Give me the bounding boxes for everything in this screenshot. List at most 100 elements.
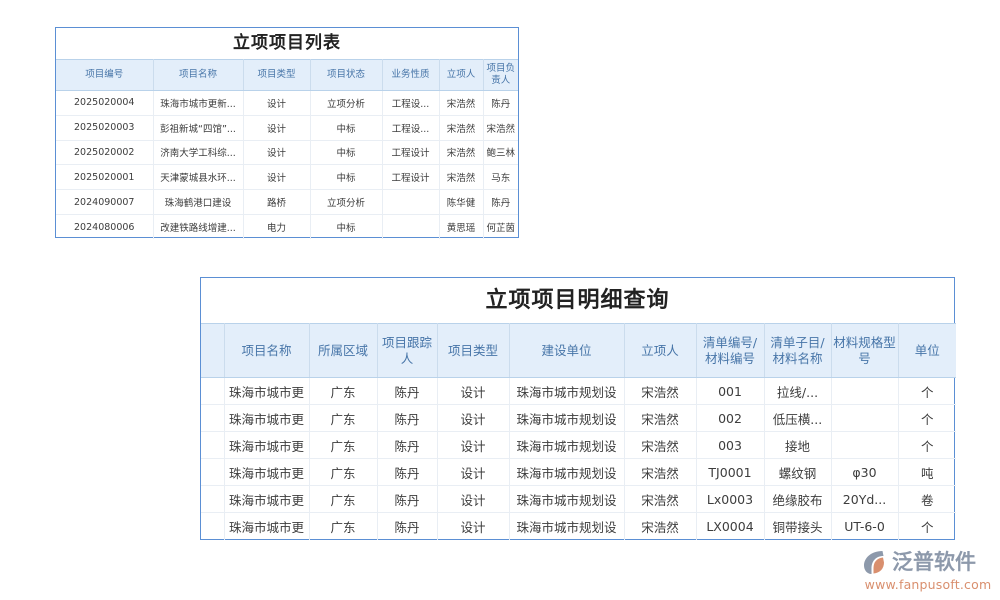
cell-uom: 吨	[898, 458, 956, 486]
col-project-code[interactable]: 项目编号	[56, 59, 154, 91]
cell-project-name[interactable]: 改建铁路线增建...	[153, 214, 244, 240]
cell-uom: 卷	[898, 485, 956, 513]
cell-project-name[interactable]: 珠海市城市更	[224, 431, 310, 459]
cell-construction-unit[interactable]: 珠海市城市规划设	[509, 485, 625, 513]
cell-project-owner[interactable]: 鲍三林	[483, 140, 518, 166]
cell-initiator: 宋浩然	[624, 377, 697, 405]
col-project-name[interactable]: 项目名称	[153, 59, 244, 91]
cell-item-name: 接地	[764, 431, 832, 459]
cell-initiator: 宋浩然	[624, 485, 697, 513]
table-row[interactable]: 2024090007 珠海鹤港口建设 路桥 立项分析 陈华健 陈丹	[56, 189, 518, 215]
col-initiator[interactable]: 立项人	[439, 59, 484, 91]
cell-project-type: 设计	[437, 404, 510, 432]
fanpu-logo-icon	[862, 549, 889, 576]
table-row[interactable]: 珠海市城市更 广东 陈丹 设计 珠海市城市规划设 宋浩然 LX0004 铜带接头…	[201, 512, 956, 540]
project-detail-header-row: 项目名称 所属区域 项目跟踪人 项目类型 建设单位 立项人 清单编号/材料编号 …	[201, 323, 956, 378]
cell-project-type: 设计	[243, 164, 311, 191]
cell-material-spec	[831, 377, 899, 405]
cell-project-type: 电力	[243, 214, 311, 240]
cell-project-code[interactable]: 2024080006	[56, 214, 154, 240]
col-item-code[interactable]: 清单编号/材料编号	[696, 323, 765, 378]
cell-construction-unit[interactable]: 珠海市城市规划设	[509, 458, 625, 486]
col-initiator[interactable]: 立项人	[624, 323, 697, 378]
cell-project-name[interactable]: 珠海市城市更	[224, 458, 310, 486]
cell-item-name: 螺纹钢	[764, 458, 832, 486]
cell-project-name[interactable]: 济南大学工科综...	[153, 140, 244, 166]
project-detail-table: 项目名称 所属区域 项目跟踪人 项目类型 建设单位 立项人 清单编号/材料编号 …	[201, 323, 956, 540]
cell-item-code: 001	[696, 377, 765, 405]
cell-project-status: 立项分析	[310, 189, 383, 215]
table-row[interactable]: 珠海市城市更 广东 陈丹 设计 珠海市城市规划设 宋浩然 Lx0003 绝缘胶布…	[201, 485, 956, 513]
cell-initiator[interactable]: 宋浩然	[439, 140, 484, 166]
cell-project-type: 设计	[437, 485, 510, 513]
cell-initiator: 宋浩然	[624, 431, 697, 459]
cell-initiator: 宋浩然	[624, 404, 697, 432]
cell-business-nature	[382, 214, 440, 240]
cell-uom: 个	[898, 377, 956, 405]
cell-project-name[interactable]: 天津蒙城县水环...	[153, 164, 244, 191]
cell-initiator[interactable]: 宋浩然	[439, 90, 484, 116]
cell-project-status: 中标	[310, 164, 383, 191]
cell-project-code[interactable]: 2025020003	[56, 115, 154, 141]
col-project-status[interactable]: 项目状态	[310, 59, 383, 91]
col-project-tracker[interactable]: 项目跟踪人	[377, 323, 438, 378]
cell-project-code[interactable]: 2025020002	[56, 140, 154, 166]
cell-initiator: 宋浩然	[624, 512, 697, 540]
cell-project-code[interactable]: 2025020001	[56, 164, 154, 191]
col-project-owner[interactable]: 项目负责人	[483, 59, 518, 91]
cell-project-owner[interactable]: 宋浩然	[483, 115, 518, 141]
col-region[interactable]: 所属区域	[309, 323, 378, 378]
table-row[interactable]: 2025020001 天津蒙城县水环... 设计 中标 工程设计 宋浩然 马东	[56, 164, 518, 191]
cell-initiator[interactable]: 陈华健	[439, 189, 484, 215]
cell-project-name[interactable]: 珠海市城市更	[224, 485, 310, 513]
cell-construction-unit[interactable]: 珠海市城市规划设	[509, 431, 625, 459]
table-row[interactable]: 2025020003 彭祖新城“四馆”... 设计 中标 工程设... 宋浩然 …	[56, 115, 518, 141]
cell-project-name[interactable]: 珠海市城市更	[224, 404, 310, 432]
cell-initiator[interactable]: 宋浩然	[439, 164, 484, 191]
cell-material-spec	[831, 404, 899, 432]
brand-name: 泛普软件	[892, 549, 976, 574]
col-item-name[interactable]: 清单子目/材料名称	[764, 323, 832, 378]
col-material-spec[interactable]: 材料规格型号	[831, 323, 899, 378]
cell-project-status: 中标	[310, 214, 383, 240]
col-project-type[interactable]: 项目类型	[243, 59, 311, 91]
cell-construction-unit[interactable]: 珠海市城市规划设	[509, 404, 625, 432]
table-row[interactable]: 2025020004 珠海市城市更新... 设计 立项分析 工程设... 宋浩然…	[56, 90, 518, 116]
col-construction-unit[interactable]: 建设单位	[509, 323, 625, 378]
cell-project-owner[interactable]: 陈丹	[483, 189, 518, 215]
brand-watermark: 泛普软件 www.fanpusoft.com	[862, 548, 994, 594]
cell-row-marker	[201, 431, 225, 459]
table-row[interactable]: 珠海市城市更 广东 陈丹 设计 珠海市城市规划设 宋浩然 003 接地 个	[201, 431, 956, 459]
cell-project-name[interactable]: 彭祖新城“四馆”...	[153, 115, 244, 141]
col-business-nature[interactable]: 业务性质	[382, 59, 440, 91]
table-row[interactable]: 2024080006 改建铁路线增建... 电力 中标 黄思瑶 何芷茵	[56, 214, 518, 240]
cell-project-tracker: 陈丹	[377, 404, 438, 432]
cell-project-code[interactable]: 2024090007	[56, 189, 154, 215]
cell-project-code[interactable]: 2025020004	[56, 90, 154, 116]
cell-business-nature: 工程设计	[382, 140, 440, 166]
table-row[interactable]: 2025020002 济南大学工科综... 设计 中标 工程设计 宋浩然 鲍三林	[56, 140, 518, 166]
cell-project-name[interactable]: 珠海市城市更	[224, 377, 310, 405]
cell-business-nature	[382, 189, 440, 215]
cell-construction-unit[interactable]: 珠海市城市规划设	[509, 512, 625, 540]
cell-item-name: 绝缘胶布	[764, 485, 832, 513]
cell-project-name[interactable]: 珠海鹤港口建设	[153, 189, 244, 215]
table-row[interactable]: 珠海市城市更 广东 陈丹 设计 珠海市城市规划设 宋浩然 001 拉线/... …	[201, 377, 956, 405]
cell-initiator[interactable]: 黄思瑶	[439, 214, 484, 240]
col-project-name[interactable]: 项目名称	[224, 323, 310, 378]
cell-construction-unit[interactable]: 珠海市城市规划设	[509, 377, 625, 405]
cell-project-owner[interactable]: 何芷茵	[486, 223, 515, 235]
brand-logo-row: 泛普软件	[862, 548, 994, 576]
col-project-type[interactable]: 项目类型	[437, 323, 510, 378]
cell-project-owner[interactable]: 马东	[483, 164, 518, 191]
cell-material-spec	[831, 431, 899, 459]
cell-project-owner[interactable]: 陈丹	[483, 90, 518, 116]
cell-project-name[interactable]: 珠海市城市更新...	[153, 90, 244, 116]
table-row[interactable]: 珠海市城市更 广东 陈丹 设计 珠海市城市规划设 宋浩然 TJ0001 螺纹钢 …	[201, 458, 956, 486]
cell-initiator[interactable]: 宋浩然	[439, 115, 484, 141]
table-row[interactable]: 珠海市城市更 广东 陈丹 设计 珠海市城市规划设 宋浩然 002 低压横... …	[201, 404, 956, 432]
cell-project-name[interactable]: 珠海市城市更	[224, 512, 310, 540]
col-uom[interactable]: 单位	[898, 323, 956, 378]
cell-business-nature: 工程设计	[382, 164, 440, 191]
cell-row-marker	[201, 512, 225, 540]
